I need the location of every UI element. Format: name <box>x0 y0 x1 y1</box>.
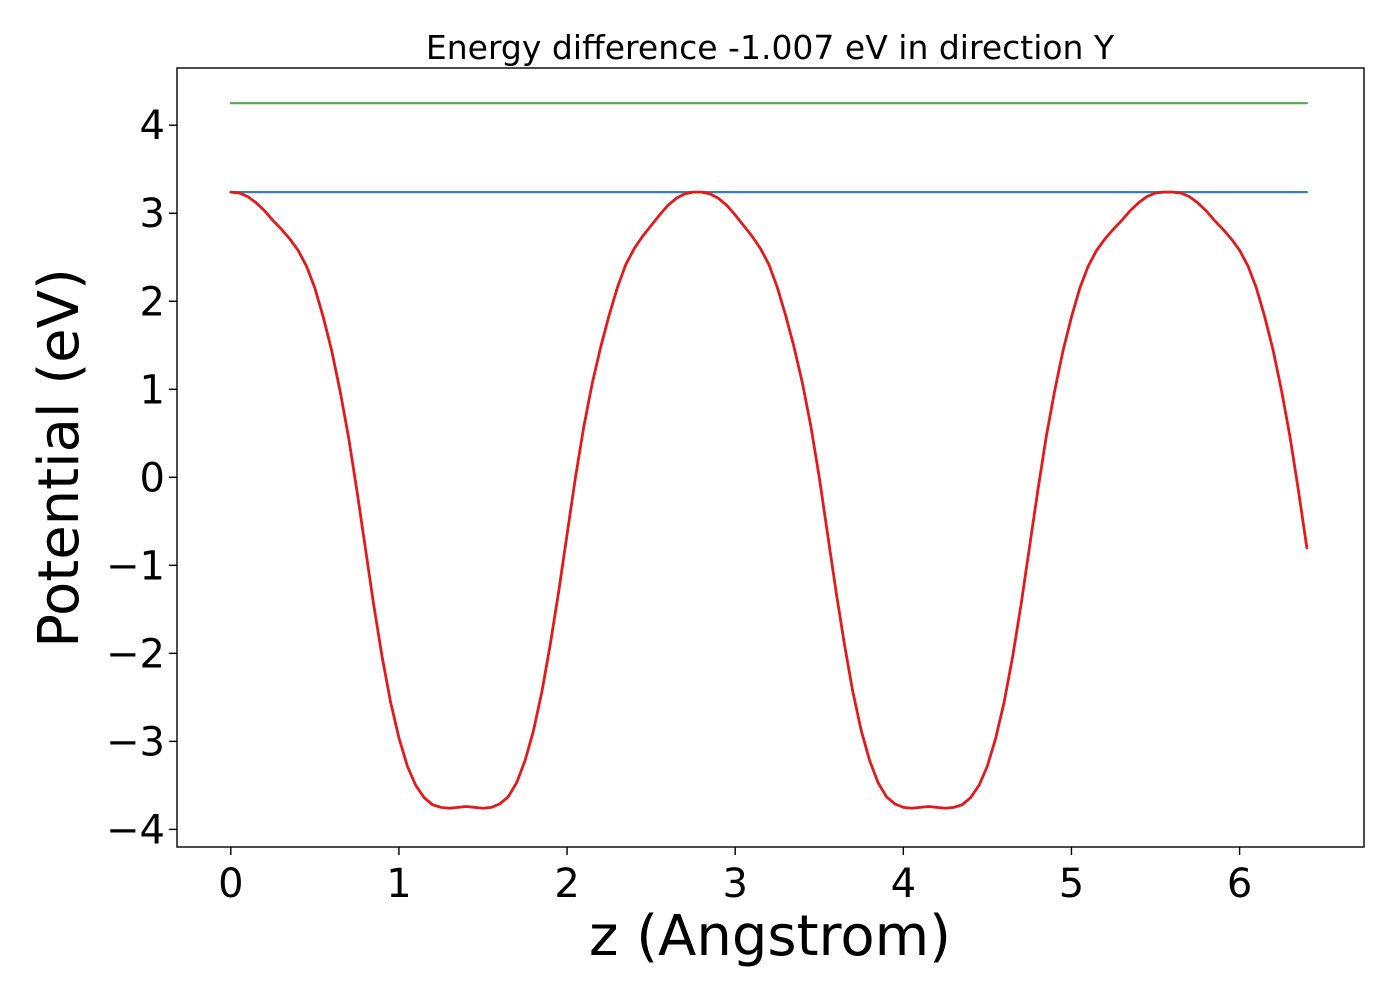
x-tick-label: 5 <box>1059 861 1084 907</box>
y-tick-label: −4 <box>106 807 165 853</box>
x-tick-label: 1 <box>386 861 411 907</box>
x-tick-label: 2 <box>554 861 579 907</box>
x-tick-label: 3 <box>722 861 747 907</box>
y-tick-label: 0 <box>140 455 165 501</box>
axes-ticks: 0 1 2 3 4 5 6 −4 −3 −2 −1 0 1 2 3 4 <box>106 103 1252 907</box>
x-tick-label: 0 <box>218 861 243 907</box>
y-tick-label: 1 <box>140 367 165 413</box>
plot-area <box>229 102 1309 810</box>
y-tick-label: 4 <box>140 103 165 149</box>
x-tick-label: 6 <box>1227 861 1252 907</box>
chart-title: Energy difference -1.007 eV in direction… <box>426 28 1115 67</box>
x-axis-label: z (Angstrom) <box>589 904 951 969</box>
y-tick-label: −1 <box>106 543 165 589</box>
y-tick-label: −3 <box>106 719 165 765</box>
x-tick-label: 4 <box>891 861 916 907</box>
plot-frame <box>176 67 1365 848</box>
y-tick-label: −2 <box>106 631 165 677</box>
series-line-potential <box>229 190 1309 810</box>
y-tick-label: 3 <box>140 191 165 237</box>
y-axis-label: Potential (eV) <box>27 268 92 648</box>
y-tick-label: 2 <box>140 279 165 325</box>
